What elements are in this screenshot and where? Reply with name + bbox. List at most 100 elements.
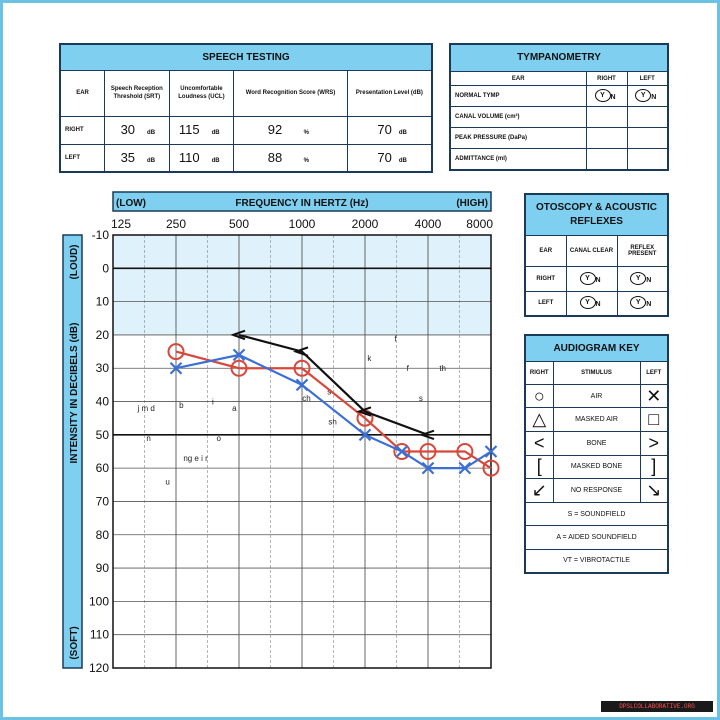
unit: % <box>303 130 309 136</box>
no-response-right-icon: ↙ <box>524 478 554 503</box>
masked-bone-right-icon: [ <box>524 454 554 480</box>
tympanometry-title: TYMPANOMETRY <box>449 43 669 72</box>
yes-circle: Y <box>579 271 596 285</box>
left-air-marker <box>484 445 498 458</box>
speech-sound-label: th <box>439 364 446 373</box>
right-air-marker <box>293 359 311 377</box>
series <box>167 329 500 477</box>
speech-row-right: RIGHT 30 dB 115 dB 92% 70 dB <box>59 115 433 145</box>
unit: dB <box>147 130 156 136</box>
y-tick-label: 0 <box>102 261 109 275</box>
key-label-masked-air: MASKED AIR <box>552 407 641 432</box>
no-label: N <box>610 94 616 102</box>
otoscopy-table: OTOSCOPY & ACOUSTIC REFLEXES EAR CANAL C… <box>524 193 670 317</box>
yes-circle: Y <box>630 271 647 285</box>
unit: dB <box>398 130 407 136</box>
key-note-vibrotactile: VT = VIBROTACTILE <box>524 548 669 574</box>
speech-sound-label: s <box>419 394 423 403</box>
no-label: N <box>595 276 601 284</box>
series-line-x <box>175 353 492 470</box>
bone-right-icon: < <box>524 430 554 456</box>
y-tick-label: 40 <box>96 395 110 409</box>
col-left: LEFT <box>626 70 669 87</box>
speech-sound-label: o <box>216 434 221 443</box>
right-air-marker <box>230 359 248 377</box>
speech-sound-label: i <box>212 398 214 407</box>
audiogram-chart: (LOW) FREQUENCY IN HERTZ (Hz) (HIGH) (LO… <box>62 191 500 675</box>
y-tick-labels: -10 0 10 20 30 40 50 60 70 80 90 100 110 120 <box>89 228 109 675</box>
y-tick-label: 50 <box>96 428 110 442</box>
left-air-marker <box>458 461 472 475</box>
srt-value: 35 <box>120 149 136 165</box>
speech-sound-label: ch <box>302 394 310 403</box>
x-tick-labels: 125 250 500 1000 2000 4000 8000 <box>111 217 493 231</box>
speech-sound-label: f <box>394 334 397 343</box>
speech-testing-table: SPEECH TESTING EAR Speech Reception Thre… <box>59 43 433 173</box>
pl-value: 70 <box>377 122 392 137</box>
unit: dB <box>211 130 220 136</box>
speech-sounds: j m d b i a n o ng e i r u ch s sh k f f th s <box>136 334 446 486</box>
unit: % <box>303 157 309 164</box>
speech-sound-label: j m d <box>136 404 154 413</box>
pl-value: 70 <box>377 149 392 165</box>
y-axis-label: INTENSITY IN DECIBELS (dB) <box>69 323 80 464</box>
right-air-marker <box>419 443 437 460</box>
col-wrs: Word Recognition Score (WRS) <box>233 69 348 117</box>
right-air-marker <box>393 443 411 460</box>
wrs-value: 92 <box>267 122 283 137</box>
y-tick-label: 120 <box>89 661 109 675</box>
left-air-marker <box>295 378 309 392</box>
left-air-marker <box>421 461 435 475</box>
no-label: N <box>646 276 652 284</box>
ucl-value: 110 <box>178 149 200 165</box>
unit: dB <box>147 157 156 164</box>
masked-air-right-icon: △ <box>524 407 554 432</box>
y-tick-label: 100 <box>89 594 109 608</box>
y-tick-label: 60 <box>96 461 110 475</box>
speech-row-left: LEFT 35 dB 110 dB 88% 70 dB <box>59 143 433 173</box>
intensity-side-bar <box>62 234 83 669</box>
left-air-marker <box>232 348 246 362</box>
speech-sound-label: ng e i r <box>183 454 208 463</box>
right-air-marker <box>482 459 500 477</box>
right-bone-marker <box>292 346 309 357</box>
bone-left-icon: > <box>639 430 669 456</box>
col-reflex-present: REFLEX PRESENT <box>616 234 669 267</box>
masked-bone-left-icon: ] <box>639 454 669 480</box>
left-air-marker <box>358 428 372 442</box>
left-air-marker <box>395 445 409 458</box>
audiogram-key-title: AUDIOGRAM KEY <box>524 334 669 363</box>
col-canal-clear: CANAL CLEAR <box>565 234 618 267</box>
no-label: N <box>646 301 652 309</box>
right-bone-marker <box>418 429 435 440</box>
ear-label: LEFT <box>59 143 106 173</box>
no-response-left-icon: ↘ <box>639 478 669 503</box>
speech-sound-label: k <box>367 354 372 363</box>
right-bone-marker <box>355 406 372 417</box>
yes-circle: Y <box>594 89 611 103</box>
otoscopy-title: OTOSCOPY & ACOUSTIC REFLEXES <box>524 193 669 236</box>
y-tick-label: 80 <box>96 528 110 542</box>
col-ear: EAR <box>524 234 567 267</box>
speech-sound-label: sh <box>328 418 336 427</box>
audiogram-key-table: AUDIOGRAM KEY RIGHT STIMULUS LEFT ○ AIR ✕ … <box>524 334 669 574</box>
frequency-header-bar <box>112 191 492 212</box>
right-air-marker <box>167 343 185 361</box>
cell[interactable] <box>626 148 669 171</box>
right-air-marker <box>456 443 474 460</box>
speech-sound-label: u <box>165 477 169 486</box>
srt-value: 30 <box>120 122 136 137</box>
key-label-bone: BONE <box>552 430 641 456</box>
yes-circle: Y <box>635 89 652 103</box>
series-line-circle <box>175 350 492 470</box>
air-right-icon: ○ <box>524 383 554 409</box>
x-tick-label: 125 <box>111 217 131 231</box>
x-tick-label: 8000 <box>466 217 493 231</box>
y-tick-label: 90 <box>96 561 110 575</box>
